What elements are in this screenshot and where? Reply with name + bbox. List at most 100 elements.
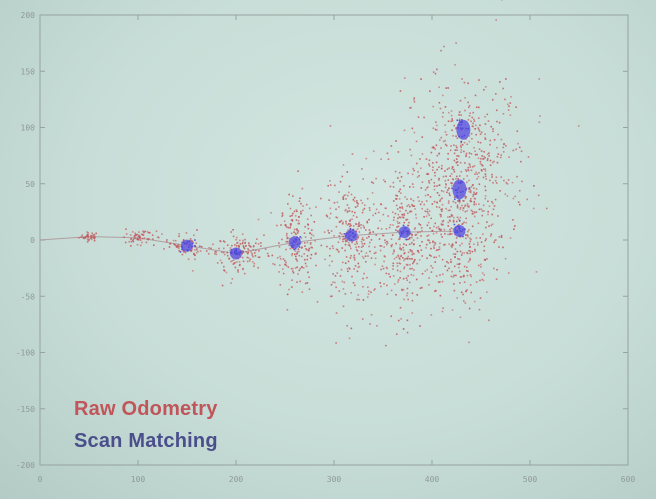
raw-odometry-point	[468, 243, 471, 245]
scan-matching-point	[465, 127, 467, 130]
raw-odometry-point	[456, 164, 459, 166]
raw-odometry-point	[459, 236, 462, 238]
raw-odometry-point	[337, 241, 340, 244]
y-tick-label: 150	[21, 67, 36, 76]
raw-odometry-point	[427, 194, 429, 196]
raw-odometry-point	[484, 239, 487, 242]
raw-odometry-point	[435, 226, 438, 229]
raw-odometry-point	[451, 184, 453, 187]
raw-odometry-point	[348, 185, 351, 188]
raw-odometry-point	[449, 216, 451, 218]
scan-matching-point	[242, 251, 245, 253]
raw-odometry-point	[479, 297, 482, 299]
raw-odometry-point	[346, 240, 348, 243]
raw-odometry-point	[286, 237, 289, 240]
raw-odometry-point	[392, 186, 395, 188]
raw-odometry-point	[491, 161, 494, 164]
raw-odometry-point	[462, 209, 464, 212]
raw-odometry-point	[394, 283, 396, 285]
raw-odometry-point	[295, 228, 298, 230]
raw-odometry-point	[425, 200, 428, 202]
raw-odometry-point	[373, 246, 376, 248]
raw-odometry-point	[428, 214, 431, 217]
raw-odometry-point	[465, 181, 468, 184]
raw-odometry-point	[355, 230, 358, 233]
raw-odometry-point	[392, 265, 394, 267]
raw-odometry-point	[505, 181, 508, 184]
raw-odometry-point	[139, 235, 141, 238]
raw-odometry-point	[225, 271, 228, 274]
raw-odometry-point	[399, 216, 402, 219]
raw-odometry-point	[303, 258, 306, 261]
raw-odometry-point	[391, 243, 394, 246]
raw-odometry-point	[331, 260, 333, 263]
raw-odometry-point	[349, 220, 351, 223]
raw-odometry-point	[469, 284, 472, 286]
raw-odometry-point	[281, 212, 284, 215]
scan-matching-point	[454, 198, 456, 201]
raw-odometry-point	[450, 120, 453, 123]
raw-odometry-point	[428, 283, 430, 286]
raw-odometry-point	[489, 235, 492, 237]
raw-odometry-point	[366, 220, 368, 223]
raw-odometry-point	[517, 142, 519, 145]
raw-odometry-point	[472, 212, 475, 215]
raw-odometry-point	[247, 251, 250, 254]
raw-odometry-point	[399, 210, 401, 212]
raw-odometry-point	[91, 236, 93, 239]
scan-matching-point	[293, 241, 296, 244]
raw-odometry-point	[437, 281, 440, 283]
raw-odometry-point	[298, 254, 301, 257]
raw-odometry-point	[93, 234, 95, 236]
raw-odometry-point	[499, 81, 501, 83]
raw-odometry-point	[445, 87, 447, 89]
raw-odometry-point	[472, 125, 474, 128]
raw-odometry-point	[380, 228, 383, 230]
raw-odometry-point	[515, 106, 517, 109]
raw-odometry-point	[434, 72, 437, 75]
raw-odometry-point	[304, 262, 307, 265]
raw-odometry-point	[232, 228, 234, 231]
raw-odometry-point	[295, 219, 298, 221]
raw-odometry-point	[475, 133, 478, 136]
raw-odometry-point	[407, 251, 410, 254]
raw-odometry-point	[419, 224, 422, 226]
raw-odometry-point	[415, 162, 418, 165]
raw-odometry-point	[411, 292, 414, 295]
raw-odometry-point	[412, 239, 415, 241]
raw-odometry-point	[447, 202, 450, 204]
raw-odometry-point	[497, 153, 500, 155]
y-tick-label: 100	[21, 124, 36, 133]
raw-odometry-point	[480, 163, 483, 166]
raw-odometry-point	[489, 179, 491, 182]
raw-odometry-point	[257, 243, 260, 245]
scan-matching-point	[407, 230, 410, 233]
raw-odometry-point	[465, 290, 468, 292]
raw-odometry-point	[497, 215, 499, 217]
raw-odometry-point	[439, 242, 441, 245]
scan-matching-point	[463, 134, 466, 137]
raw-odometry-point	[243, 272, 246, 275]
raw-odometry-point	[282, 268, 284, 270]
raw-odometry-point	[223, 269, 225, 271]
raw-odometry-point	[405, 209, 407, 212]
raw-odometry-point	[360, 223, 363, 226]
raw-odometry-point	[362, 299, 365, 301]
raw-odometry-point	[495, 278, 498, 280]
raw-odometry-point	[194, 254, 196, 256]
raw-odometry-point	[477, 175, 480, 178]
raw-odometry-point	[438, 228, 441, 230]
raw-odometry-point	[460, 170, 463, 173]
raw-odometry-point	[357, 223, 360, 225]
raw-odometry-point	[236, 241, 239, 244]
raw-odometry-point	[92, 234, 94, 237]
raw-odometry-point	[381, 234, 384, 237]
raw-odometry-point	[432, 232, 435, 235]
raw-odometry-point	[415, 217, 418, 219]
raw-odometry-point	[421, 240, 423, 243]
raw-odometry-point	[439, 229, 442, 231]
raw-odometry-point	[205, 250, 208, 252]
raw-odometry-point	[435, 256, 438, 259]
